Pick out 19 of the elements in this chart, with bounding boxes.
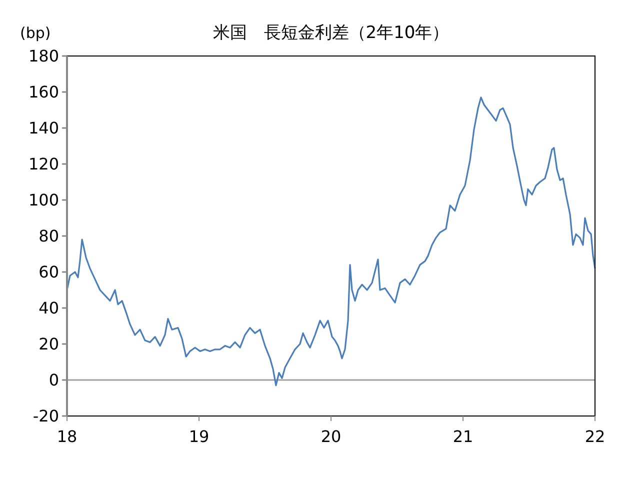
y-tick-label: 120 [28,154,59,174]
y-tick-label: -20 [32,406,59,426]
y-tick-label: 0 [48,370,59,390]
x-tick-label: 20 [320,427,342,446]
y-tick-label: 140 [28,118,59,138]
y-tick-label: 60 [38,262,59,282]
x-tick-label: 22 [584,427,606,446]
y-tick-label: 160 [28,82,59,102]
y-tick-label: 80 [38,226,59,246]
y-tick-label: 20 [38,334,59,354]
y-tick-label: 180 [28,46,59,66]
x-tick-label: 18 [56,427,78,446]
chart-title: 米国 長短金利差（2年10年） [212,23,450,43]
x-tick-label: 19 [188,427,210,446]
y-tick-label: 100 [28,190,59,210]
y-tick-label: 40 [38,298,59,318]
line-series [66,96,596,386]
y-axis-title: (bp) [20,24,51,42]
x-tick-label: 21 [452,427,474,446]
